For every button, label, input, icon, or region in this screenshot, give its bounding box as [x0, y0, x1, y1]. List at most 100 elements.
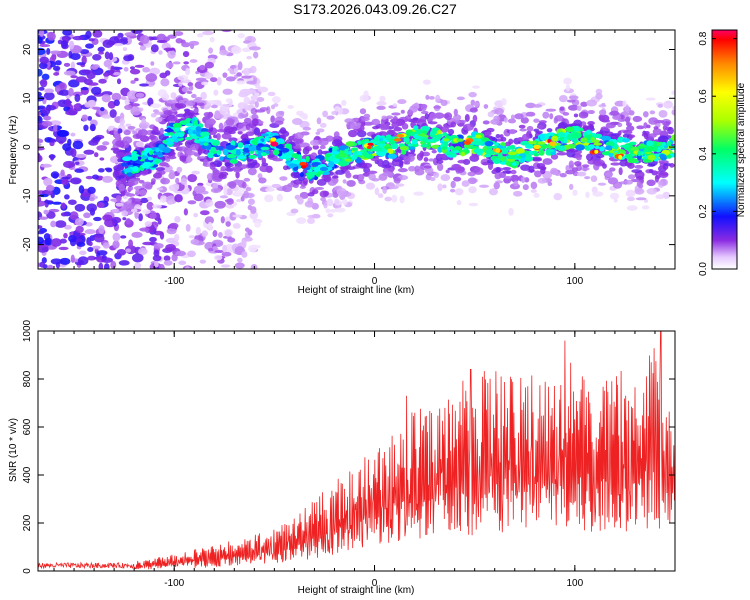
- halo-blob: [584, 176, 591, 180]
- noise-blob: [150, 113, 157, 118]
- halo-blob: [292, 145, 302, 149]
- ridge-blob: [373, 145, 382, 152]
- halo-blob: [216, 133, 221, 141]
- halo-blob: [436, 159, 444, 164]
- halo-blob: [176, 103, 187, 109]
- noise-blob: [167, 200, 174, 205]
- noise-blob: [38, 106, 44, 111]
- noise-blob: [53, 72, 60, 76]
- noise-blob: [122, 217, 127, 221]
- halo-blob: [314, 186, 324, 190]
- halo-blob: [604, 171, 613, 178]
- halo-blob: [508, 207, 514, 216]
- noise-blob: [64, 224, 72, 230]
- halo-blob: [625, 116, 631, 124]
- hot-spot: [270, 137, 277, 142]
- halo-blob: [445, 169, 450, 174]
- spectrogram-ytick-label: 20: [22, 44, 33, 56]
- halo-blob: [366, 170, 378, 174]
- noise-blob: [76, 62, 86, 66]
- noise-blob: [101, 175, 114, 183]
- halo-blob: [581, 164, 590, 168]
- noise-blob: [220, 264, 231, 268]
- noise-blob: [72, 140, 84, 150]
- ridge-blob: [192, 131, 202, 135]
- ridge-blob: [272, 149, 280, 156]
- noise-blob: [130, 80, 136, 84]
- noise-blob: [96, 145, 108, 151]
- noise-blob: [123, 55, 133, 62]
- noise-blob: [225, 229, 232, 237]
- noise-blob: [38, 153, 41, 162]
- noise-blob: [163, 260, 173, 266]
- ridge-blob: [132, 165, 139, 172]
- noise-blob: [102, 242, 110, 249]
- ridge-blob: [162, 146, 171, 154]
- halo-blob: [609, 110, 620, 116]
- noise-blob: [54, 85, 61, 93]
- noise-blob: [118, 260, 130, 266]
- ridge-blob: [475, 134, 482, 139]
- snr-ytick-label: 1000: [22, 319, 33, 342]
- snr-ytick-label: 400: [22, 466, 33, 483]
- halo-blob: [341, 199, 348, 206]
- noise-blob: [39, 56, 50, 64]
- halo-blob: [165, 164, 170, 168]
- halo-blob: [518, 124, 526, 129]
- halo-blob: [526, 125, 534, 132]
- halo-blob: [646, 179, 656, 187]
- noise-blob: [138, 213, 143, 222]
- noise-blob: [190, 239, 200, 245]
- halo-blob: [251, 118, 259, 127]
- ridge-blob: [225, 144, 236, 151]
- halo-blob: [186, 156, 192, 164]
- noise-blob: [83, 212, 91, 219]
- halo-blob: [371, 118, 381, 126]
- noise-blob: [108, 52, 114, 61]
- halo-blob: [625, 189, 636, 198]
- noise-blob: [43, 177, 53, 187]
- noise-blob: [247, 204, 253, 211]
- halo-blob: [468, 91, 477, 98]
- noise-blob: [139, 45, 147, 51]
- noise-blob: [153, 242, 164, 249]
- noise-blob: [195, 226, 202, 236]
- halo-blob: [627, 162, 635, 169]
- noise-blob: [58, 89, 70, 96]
- halo-blob: [231, 166, 241, 171]
- noise-blob: [38, 91, 42, 97]
- noise-blob: [89, 197, 95, 202]
- noise-blob: [83, 124, 89, 132]
- ridge-blob: [628, 158, 639, 163]
- noise-blob: [60, 212, 68, 217]
- ridge-blob: [174, 126, 180, 132]
- halo-blob: [159, 127, 164, 135]
- ridge-blob: [497, 153, 503, 159]
- spectrogram-ytick-label: -20: [22, 237, 33, 252]
- noise-blob: [110, 65, 115, 74]
- ridge-blob: [637, 150, 642, 157]
- halo-blob: [542, 158, 553, 165]
- ridge-blob: [525, 144, 534, 149]
- ridge-blob: [594, 133, 603, 139]
- halo-blob: [150, 103, 162, 109]
- noise-blob: [47, 31, 56, 41]
- noise-blob: [43, 209, 49, 215]
- halo-blob: [642, 111, 649, 118]
- noise-blob: [90, 86, 102, 95]
- noise-blob: [169, 222, 179, 229]
- noise-blob: [85, 175, 94, 180]
- halo-blob: [193, 108, 199, 114]
- halo-blob: [274, 120, 284, 126]
- ridge-blob: [507, 151, 518, 156]
- halo-blob: [324, 174, 332, 183]
- halo-blob: [223, 126, 234, 133]
- halo-blob: [609, 192, 620, 200]
- halo-blob: [118, 183, 126, 192]
- halo-blob: [123, 130, 131, 136]
- noise-blob: [242, 47, 252, 52]
- halo-blob: [613, 198, 618, 203]
- noise-blob: [92, 136, 102, 141]
- halo-blob: [537, 166, 547, 170]
- noise-blob: [189, 59, 198, 63]
